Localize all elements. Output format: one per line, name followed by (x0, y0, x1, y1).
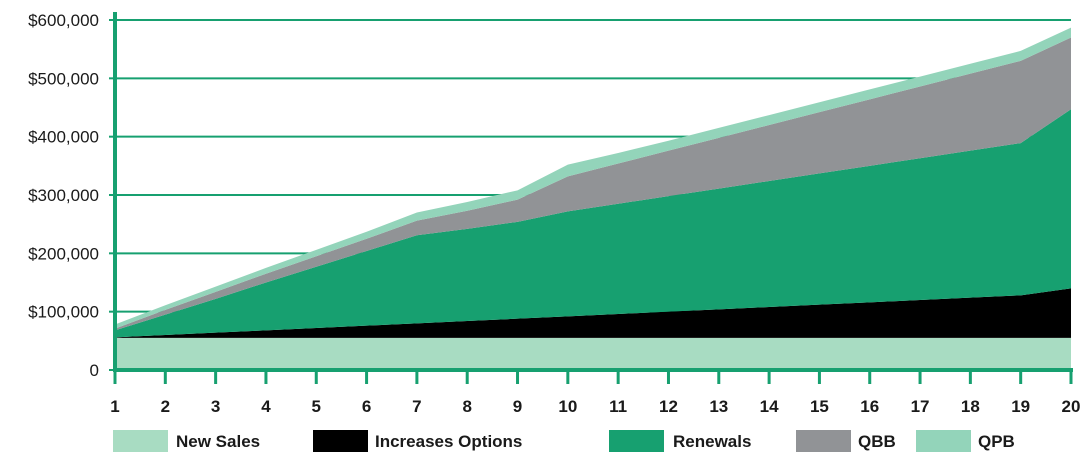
x-tick-label-3: 4 (261, 397, 271, 416)
x-tick-labels: 1 2 3 4 5 6 7 8 9 10 11 12 13 14 15 16 17 18 19 20 (110, 397, 1080, 416)
area-new-sales (115, 337, 1071, 370)
area-series (115, 27, 1071, 370)
x-tick-label-5: 6 (362, 397, 371, 416)
y-tick-label-3: $300,000 (28, 186, 99, 205)
y-tick-labels: 0 $100,000 $200,000 $300,000 $400,000 $500,00… (28, 11, 99, 380)
legend-label-new-sales: New Sales (176, 432, 260, 451)
legend-swatch-qpb (916, 430, 971, 452)
x-tick-label-15: 16 (860, 397, 879, 416)
x-tick-label-18: 19 (1011, 397, 1030, 416)
legend-swatch-renewals (609, 430, 664, 452)
x-tick-label-12: 13 (709, 397, 728, 416)
area-increases-options (115, 288, 1071, 338)
y-tick-label-4: $400,000 (28, 128, 99, 147)
y-tick-label-1: $100,000 (28, 303, 99, 322)
legend-swatch-new-sales (113, 430, 168, 452)
x-tick-label-19: 20 (1062, 397, 1081, 416)
x-tick-label-0: 1 (110, 397, 119, 416)
legend-label-increases-options: Increases Options (375, 432, 522, 451)
x-tick-label-8: 9 (513, 397, 522, 416)
legend: New Sales Increases Options Renewals QBB QPB (113, 430, 1015, 452)
legend-swatch-increases-options (313, 430, 368, 452)
x-tick-label-2: 3 (211, 397, 220, 416)
x-tick-label-7: 8 (462, 397, 471, 416)
y-tick-label-2: $200,000 (28, 244, 99, 263)
area-renewals (115, 109, 1071, 338)
x-tick-label-11: 12 (659, 397, 678, 416)
legend-label-qbb: QBB (858, 432, 896, 451)
x-tick-label-10: 11 (609, 397, 627, 416)
x-tick-label-16: 17 (911, 397, 930, 416)
x-tick-label-1: 2 (161, 397, 170, 416)
legend-swatch-qbb (796, 430, 851, 452)
y-tick-label-5: $500,000 (28, 69, 99, 88)
legend-label-renewals: Renewals (673, 432, 751, 451)
x-tick-label-4: 5 (312, 397, 321, 416)
x-tick-label-14: 15 (810, 397, 829, 416)
axes (109, 12, 1073, 384)
legend-label-qpb: QPB (978, 432, 1015, 451)
x-tick-label-13: 14 (760, 397, 779, 416)
y-tick-label-0: 0 (90, 361, 99, 380)
area-qbb (115, 37, 1071, 331)
y-tick-label-6: $600,000 (28, 11, 99, 30)
x-tick-label-17: 18 (961, 397, 980, 416)
area-qpb (115, 27, 1071, 329)
x-tick-label-6: 7 (412, 397, 421, 416)
x-tick-label-9: 10 (558, 397, 577, 416)
